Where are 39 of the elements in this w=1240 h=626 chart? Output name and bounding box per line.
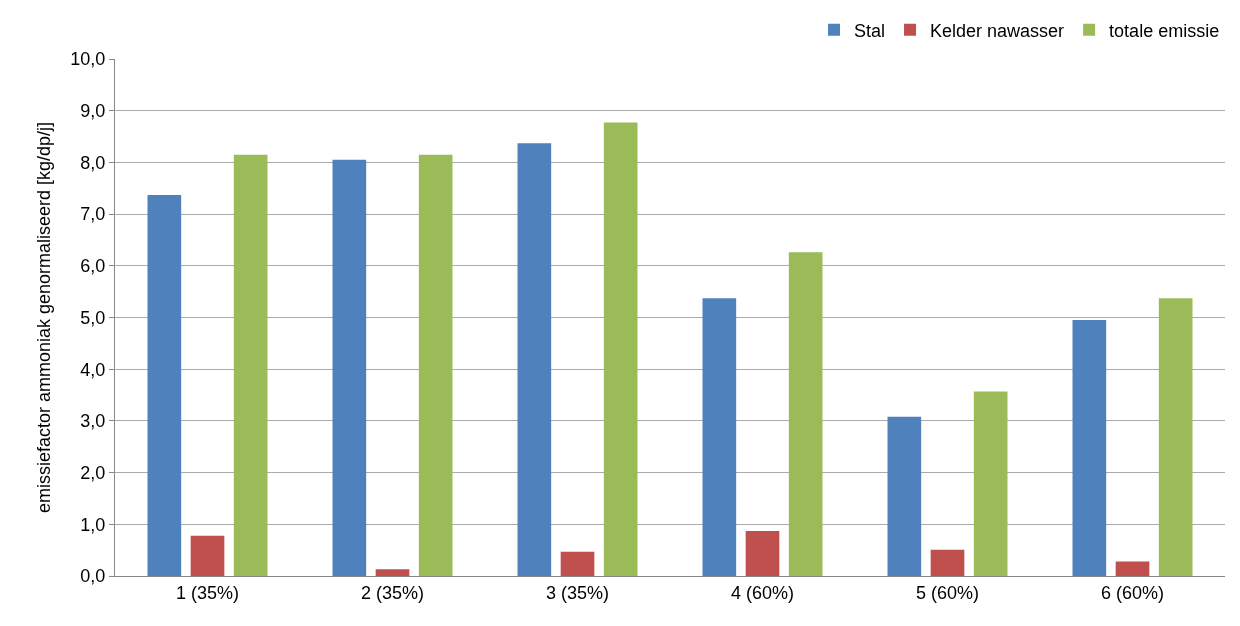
x-tick-label: 2 (35%) — [360, 582, 425, 603]
legend-label: totale emissie — [1109, 20, 1220, 41]
x-tick-label: 6 (60%) — [1100, 582, 1165, 603]
y-tick-label: 9,0 — [80, 101, 106, 121]
bar — [418, 154, 453, 576]
bar — [1158, 298, 1193, 576]
bar — [745, 531, 780, 576]
y-tick-label: 10,0 — [70, 49, 106, 70]
bar — [332, 159, 367, 576]
y-tick-label: 2,0 — [80, 462, 106, 483]
bar — [1072, 320, 1107, 576]
y-tick-label: 1,0 — [80, 514, 106, 535]
y-tick-label: 4,0 — [80, 359, 106, 380]
legend-label: Kelder nawasser — [930, 20, 1065, 41]
y-tick-label: 8,0 — [80, 152, 106, 173]
bar — [788, 252, 823, 576]
bar — [930, 549, 965, 576]
x-tick-label: 3 (35%) — [545, 582, 610, 603]
y-tick-label: 3,0 — [80, 411, 106, 432]
x-tick-label: 1 (35%) — [175, 582, 240, 603]
x-tick-label: 5 (60%) — [915, 582, 980, 603]
bar — [147, 194, 182, 576]
bar — [375, 569, 410, 576]
y-tick-label: 7,0 — [80, 204, 106, 225]
bar — [517, 143, 552, 576]
legend-label: Stal — [854, 20, 886, 41]
bar — [887, 416, 922, 576]
bar — [1115, 561, 1150, 576]
bar — [702, 298, 737, 576]
y-tick-label: 6,0 — [80, 256, 106, 277]
x-tick-label: 4 (60%) — [730, 582, 795, 603]
bar — [603, 122, 638, 576]
bar — [233, 154, 268, 576]
y-tick-label: 5,0 — [80, 307, 106, 328]
bar — [190, 535, 225, 576]
bar — [973, 391, 1008, 576]
y-tick-label: 0,0 — [80, 566, 106, 587]
y-axis-title: emissiefactor ammoniak genormaliseerd [kg/dp/j] — [33, 121, 54, 514]
bar — [560, 551, 595, 576]
